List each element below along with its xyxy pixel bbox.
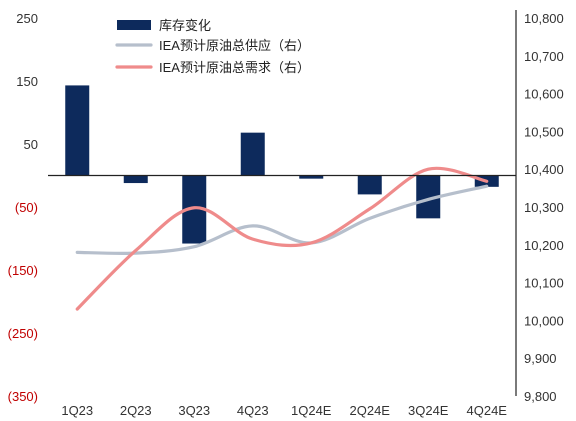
x-tick-label: 4Q23 (237, 403, 269, 418)
legend: 库存变化 IEA预计原油总供应（右） IEA预计原油总需求（右） (115, 18, 310, 75)
x-tick-label: 3Q24E (408, 403, 449, 418)
right-tick-label: 10,400 (524, 162, 564, 177)
x-tick-label: 1Q23 (61, 403, 93, 418)
bar-series (65, 85, 499, 244)
x-tick-label: 3Q23 (178, 403, 210, 418)
right-axis-ticks: 10,800 10,700 10,600 10,500 10,400 10,300 10,2… (524, 11, 564, 404)
right-tick-label: 10,500 (524, 124, 564, 139)
legend-label: 库存变化 (159, 18, 211, 33)
x-tick-label: 4Q24E (467, 403, 508, 418)
left-tick-label: 150 (16, 74, 38, 89)
right-tick-label: 9,800 (524, 389, 557, 404)
left-tick-label: (50) (15, 200, 38, 215)
left-tick-label: (350) (8, 389, 38, 404)
right-tick-label: 9,900 (524, 351, 557, 366)
right-tick-label: 10,000 (524, 313, 564, 328)
x-tick-label: 1Q24E (291, 403, 332, 418)
left-axis-ticks: 250 150 50 (50) (150) (250) (350) (8, 11, 38, 404)
x-tick-label: 2Q24E (350, 403, 391, 418)
left-tick-label: 250 (16, 11, 38, 26)
line-series (75, 166, 489, 311)
demand-line (75, 166, 489, 311)
left-tick-label: (250) (8, 326, 38, 341)
bar-1Q23 (65, 85, 90, 176)
legend-label: IEA预计原油总供应（右） (159, 38, 310, 53)
right-tick-label: 10,200 (524, 238, 564, 253)
left-tick-label: (150) (8, 263, 38, 278)
supply-line (75, 184, 489, 256)
x-axis-ticks: 1Q23 2Q23 3Q23 4Q23 1Q24E 2Q24E 3Q24E 4Q24E (61, 403, 507, 418)
left-tick-label: 50 (24, 137, 38, 152)
bar-2Q24E (357, 175, 382, 195)
bar-4Q23 (240, 132, 265, 176)
right-tick-label: 10,700 (524, 49, 564, 64)
right-tick-label: 10,600 (524, 87, 564, 102)
bar-1Q24E (299, 175, 324, 179)
right-tick-label: 10,100 (524, 276, 564, 291)
right-tick-label: 10,300 (524, 200, 564, 215)
x-tick-label: 2Q23 (120, 403, 152, 418)
legend-label: IEA预计原油总需求（右） (159, 60, 310, 75)
bar-2Q23 (123, 175, 148, 184)
legend-swatch-bar (117, 20, 151, 30)
right-tick-label: 10,800 (524, 11, 564, 26)
